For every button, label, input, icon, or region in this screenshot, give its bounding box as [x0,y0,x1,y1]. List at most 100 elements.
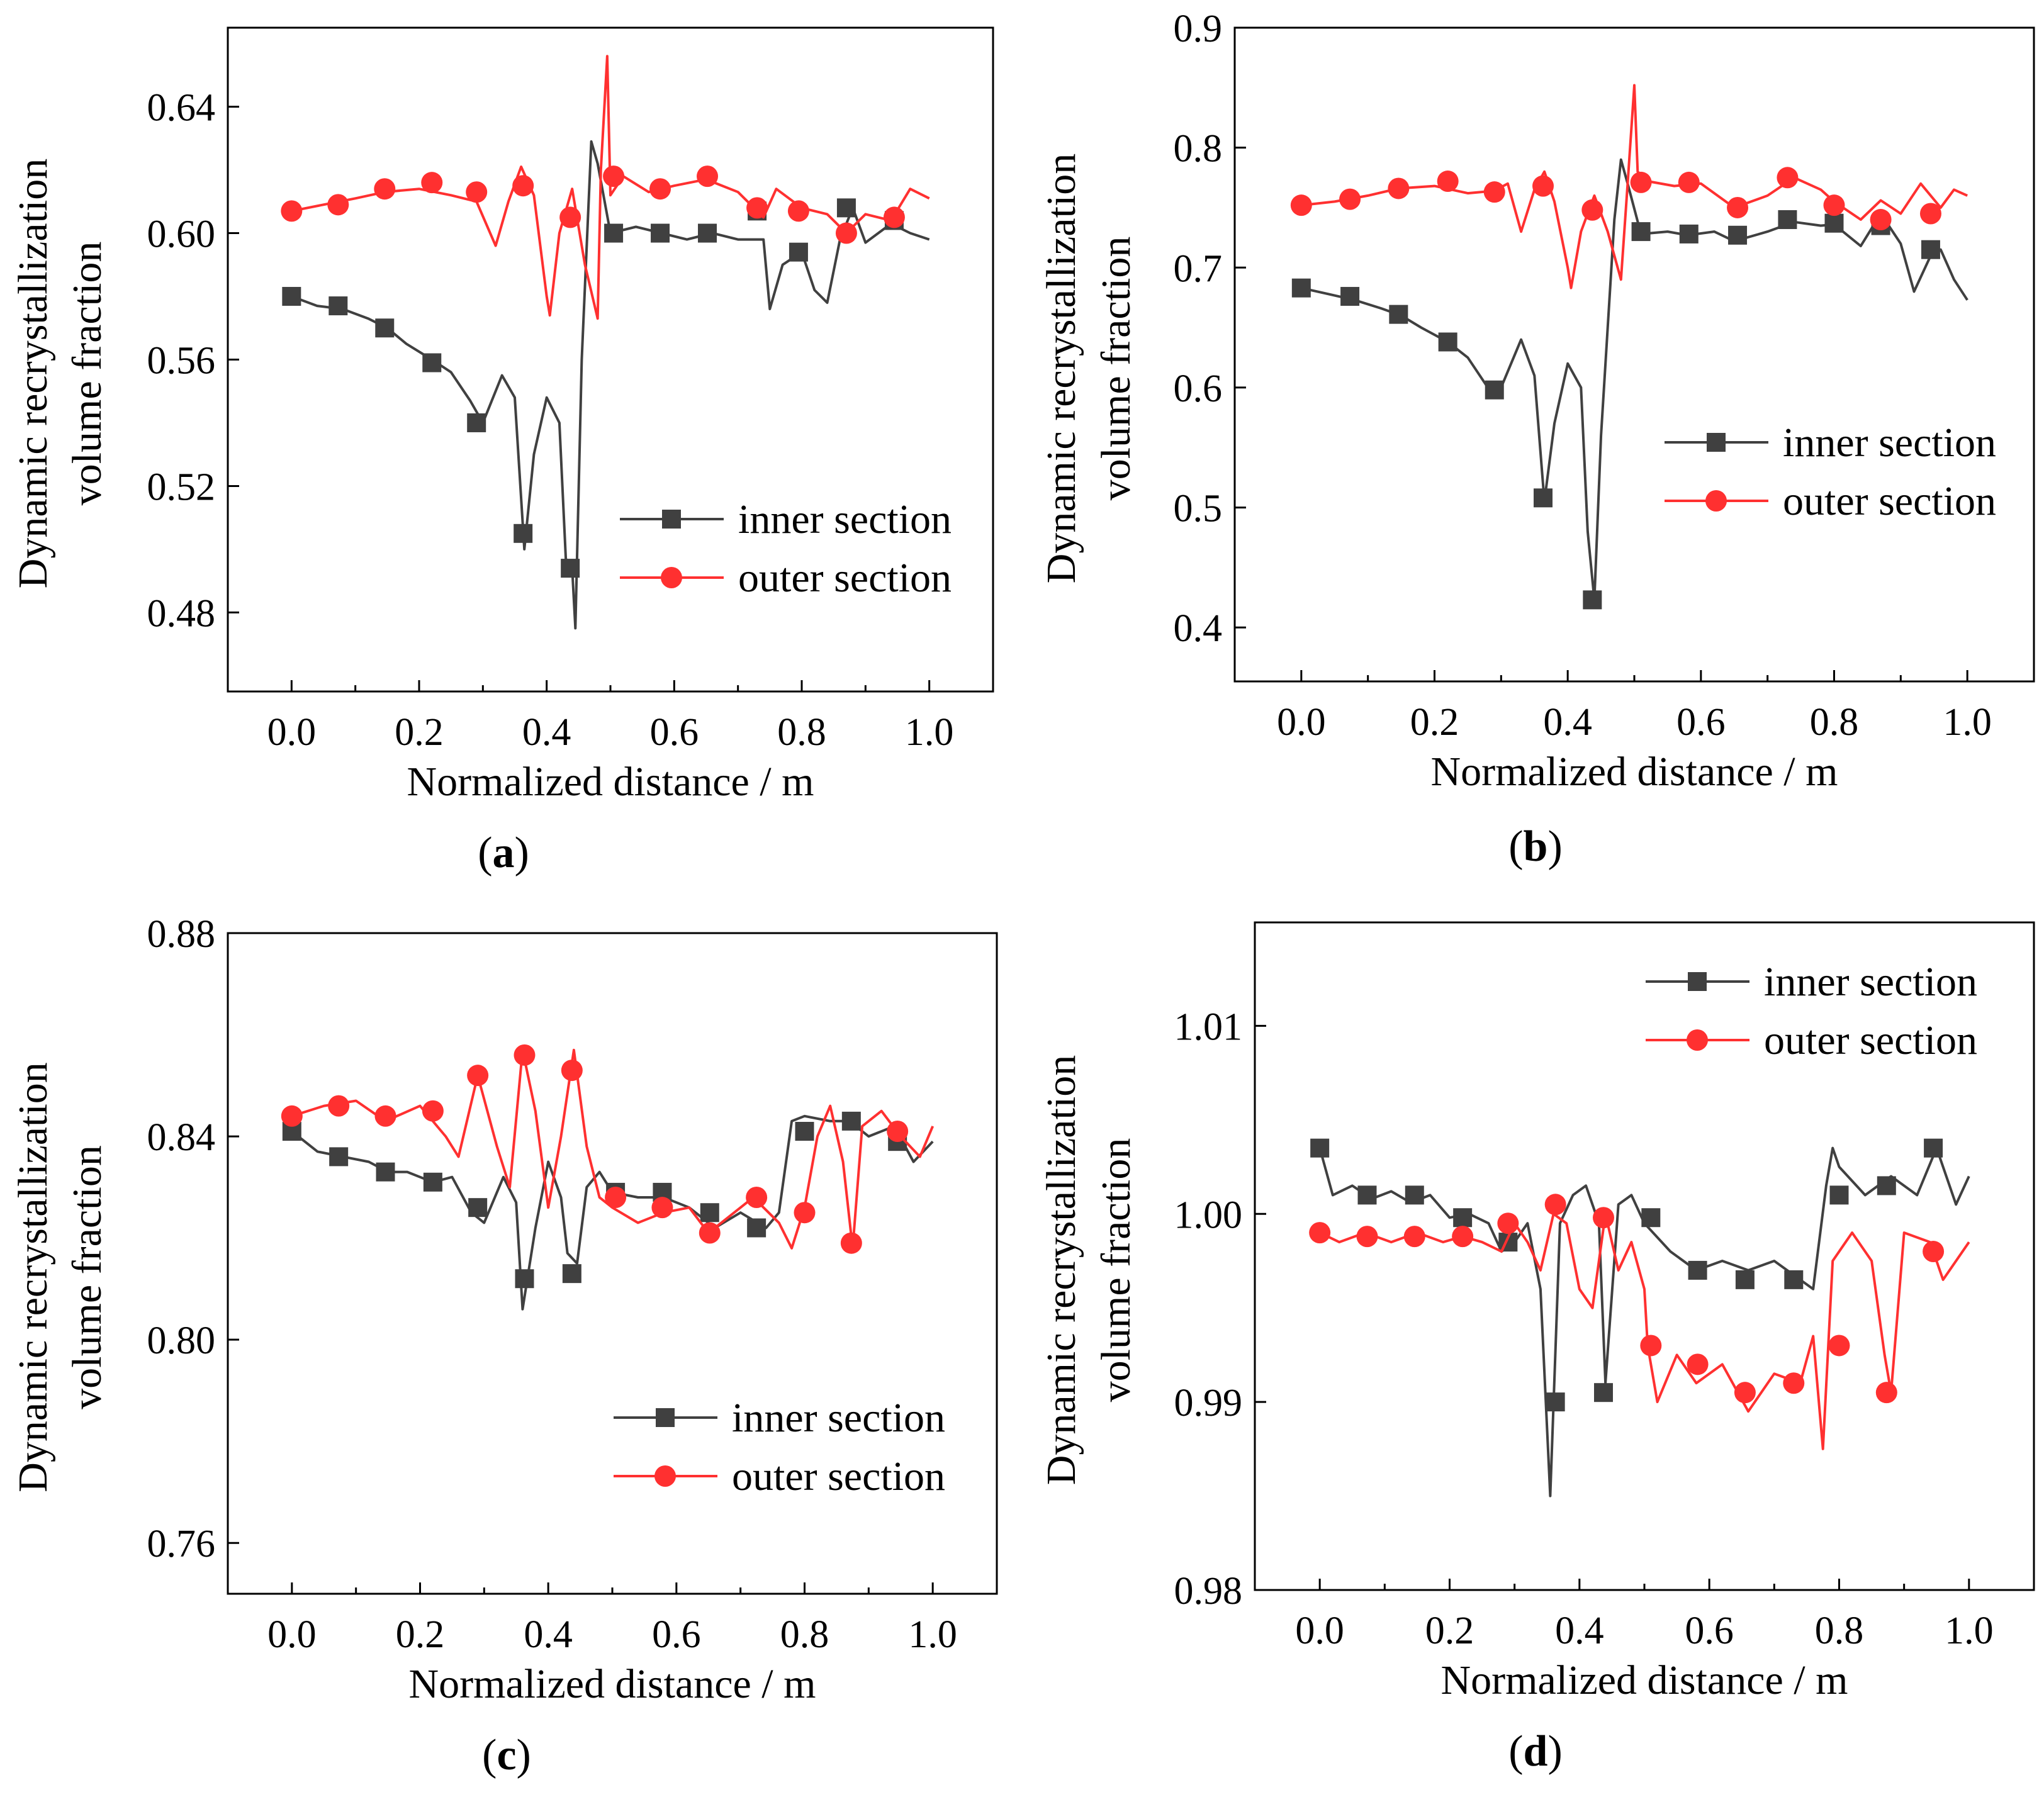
marker-inner [562,1264,581,1284]
x-tick-label: 0.0 [267,711,317,754]
marker-inner [1679,224,1699,244]
x-tick-label: 0.4 [522,711,571,754]
marker-inner [1357,1185,1377,1205]
marker-inner [1688,1260,1707,1280]
x-tick-label: 1.0 [1945,1609,1994,1652]
chart-panel-d: 0.0 0.2 0.4 0.6 0.8 1.0 0.98 0.99 1.00 1.01 Normal… [1038,921,2035,1776]
x-tick-label: 0.6 [652,1613,701,1656]
marker-outer [1777,167,1799,189]
y-axis-label-line1: Dynamic recrystallization [1038,154,1084,584]
marker-outer [1727,196,1749,218]
marker-outer [697,165,719,188]
caption-open-paren: ( [478,829,492,877]
marker-inner [1534,488,1553,508]
x-axis-label: Normalized distance / m [407,759,814,805]
marker-outer [1923,1241,1945,1263]
marker-outer [1870,209,1892,231]
marker-inner [422,353,442,372]
legend-marker-inner [662,510,681,529]
y-tick-label: 0.60 [147,213,216,256]
x-tick-label: 0.0 [1295,1609,1344,1652]
marker-inner [747,1218,766,1238]
marker-outer [1828,1335,1850,1357]
y-axis-label-line2: volume fraction [64,1145,110,1409]
marker-outer [1875,1382,1897,1404]
marker-inner [604,223,624,243]
legend: inner section outer section [1646,959,1977,1063]
marker-outer [1388,177,1410,199]
marker-inner [1583,590,1602,610]
legend-label-outer: outer section [1783,478,1996,524]
marker-outer [421,172,443,194]
y-tick-label: 0.98 [1174,1570,1243,1613]
marker-outer [281,1105,303,1127]
x-tick-label: 0.6 [650,711,699,754]
marker-outer [514,1044,536,1066]
marker-outer [1630,171,1652,193]
y-tick-label: 0.52 [147,466,216,508]
marker-outer [1532,175,1554,197]
marker-outer [605,1187,627,1208]
marker-inner [1546,1392,1565,1412]
marker-outer [1678,171,1700,193]
x-tick-label: 0.2 [1410,701,1459,744]
marker-outer [559,206,581,228]
marker-inner [1291,278,1311,298]
marker-inner [651,223,670,243]
marker-inner [1389,305,1408,324]
legend: inner section outer section [620,496,952,601]
y-tick-label: 0.5 [1174,488,1223,530]
chart-panel-a: 0.0 0.2 0.4 0.6 0.8 1.0 0.48 0.52 0.56 0.60 0.64 No… [10,26,994,877]
marker-inner [795,1122,814,1141]
marker-inner [1310,1138,1330,1158]
y-tick-label: 0.99 [1174,1382,1243,1425]
marker-outer [787,200,809,222]
marker-outer [1783,1372,1805,1394]
marker-outer [1581,199,1603,221]
marker-inner [836,198,856,218]
marker-inner [1594,1383,1614,1402]
marker-inner [1921,240,1940,259]
y-tick-label: 0.6 [1174,367,1223,410]
legend: inner section outer section [614,1395,945,1499]
marker-outer [649,178,671,200]
y-tick-label: 0.48 [147,592,216,635]
marker-outer [512,175,534,197]
marker-inner [700,1203,719,1223]
legend-label-inner: inner section [732,1395,945,1441]
marker-inner [1829,1185,1849,1205]
x-tick-label: 1.0 [908,1613,957,1656]
plot-frame [1233,26,2035,683]
series-line-outer [291,1048,935,1250]
chart-panel-c: 0.0 0.2 0.4 0.6 0.8 1.0 0.76 0.80 0.84 0.88 Normal… [10,913,998,1779]
x-tick-label: 0.4 [1543,701,1592,744]
x-axis-label: Normalized distance / m [1431,749,1838,795]
marker-inner [1641,1208,1661,1228]
x-tick-label: 0.8 [780,1613,829,1656]
panel-caption: (a) [478,829,529,877]
marker-inner [1340,287,1360,306]
marker-outer [1734,1382,1756,1404]
marker-outer [746,197,768,219]
marker-outer [1640,1335,1662,1357]
x-tick-label: 0.8 [1815,1609,1864,1652]
y-tick-label: 0.7 [1174,247,1223,290]
marker-outer [1544,1194,1566,1216]
x-tick-label: 0.4 [524,1613,573,1656]
marker-inner [841,1111,861,1131]
x-tick-label: 0.2 [396,1613,445,1656]
marker-outer [467,1065,489,1087]
caption-open-paren: ( [1508,1727,1523,1776]
y-axis-label-line2: volume fraction [1093,1138,1139,1402]
y-axis-label-line1: Dynamic recrystallization [1038,1055,1084,1486]
x-tick-label: 0.4 [1555,1609,1604,1652]
legend: inner section outer section [1665,420,1996,524]
x-tick-label: 0.8 [1810,701,1859,744]
marker-inner [789,242,808,262]
y-tick-label: 1.00 [1174,1194,1243,1236]
legend-label-outer: outer section [732,1453,945,1499]
caption-close-paren: ) [515,829,529,877]
legend-label-inner: inner section [738,496,952,542]
marker-inner [1438,332,1457,352]
marker-inner [1485,380,1504,400]
